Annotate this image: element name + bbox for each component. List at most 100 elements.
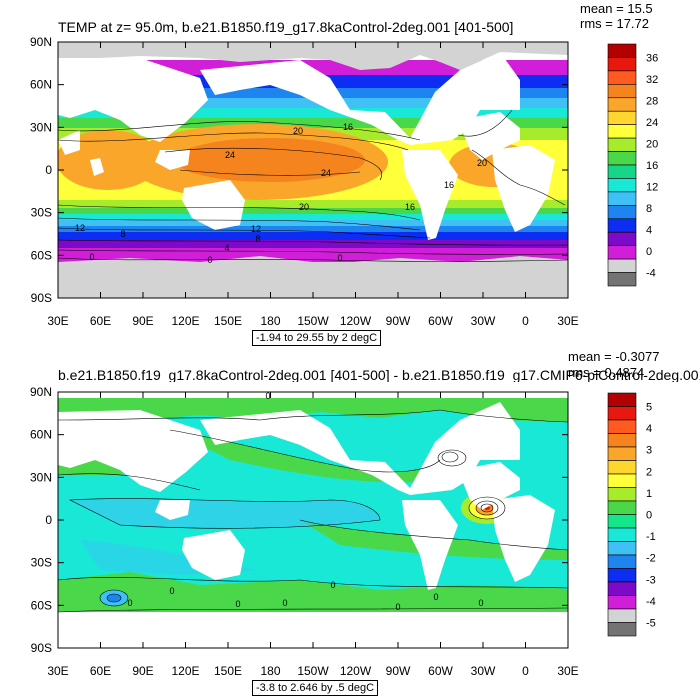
colorbar-label: -3 bbox=[646, 574, 656, 586]
colorbar-swatch bbox=[607, 608, 637, 623]
contour-label: 0 bbox=[282, 598, 287, 608]
panel-2-mean: mean = -0.3077 bbox=[568, 349, 660, 364]
lon-tick-label: 60W bbox=[428, 664, 453, 678]
difference-field: 0 0 0 0 0 0 0 0 0 bbox=[58, 391, 568, 648]
lon-tick-label: 150E bbox=[214, 314, 242, 328]
colorbar-swatch bbox=[607, 433, 637, 448]
axes-1: 90N 60N 30N 0 30S 60S 90S 30E 60E 90E 120E 150E 180 1… bbox=[30, 35, 579, 328]
colorbar-label: 2 bbox=[646, 466, 652, 478]
colorbar-label: 28 bbox=[646, 95, 658, 107]
panel-2-title: b.e21.B1850.f19_g17.8kaControl-2deg.001 … bbox=[58, 368, 700, 382]
lon-tick-label: 30E bbox=[47, 314, 68, 328]
contour-label: 0 bbox=[169, 586, 174, 596]
lat-tick-label: 30S bbox=[31, 556, 52, 570]
lat-tick-label: 90N bbox=[30, 385, 52, 399]
colorbar-swatch bbox=[607, 487, 637, 502]
lon-tick-label: 90E bbox=[132, 664, 153, 678]
axes-2: 90N 60N 30N 0 30S 60S 90S 30E 60E 90E 120E 150E 180 1… bbox=[30, 385, 579, 678]
contour-label: 0 bbox=[89, 252, 94, 262]
lon-tick-label: 120W bbox=[340, 664, 372, 678]
contour-label: 0 bbox=[235, 599, 240, 609]
panel-1-title: TEMP at z= 95.0m, b.e21.B1850.f19_g17.8k… bbox=[58, 19, 514, 35]
contour-labels-2: 0 0 0 0 0 0 0 0 0 bbox=[127, 391, 483, 612]
lon-tick-label: 120E bbox=[171, 664, 199, 678]
lon-tick-label: 180 bbox=[260, 664, 280, 678]
contour-labels-1: 20 16 24 24 20 16 12 8 12 8 4 0 0 0 20 1… bbox=[75, 122, 487, 265]
contour-label: 24 bbox=[225, 150, 235, 160]
lat-tick-label: 30S bbox=[31, 206, 52, 220]
contour-label: 0 bbox=[433, 592, 438, 602]
lon-tick-label: 150W bbox=[297, 314, 329, 328]
panel-temperature: 20 16 24 24 20 16 12 8 12 8 4 0 0 0 20 1… bbox=[30, 35, 658, 328]
lon-tick-label: 180 bbox=[260, 314, 280, 328]
lat-tick-label: 90S bbox=[31, 641, 52, 655]
colorbar-swatch bbox=[607, 272, 637, 287]
colorbar-swatch bbox=[607, 84, 637, 99]
colorbar-swatch bbox=[607, 595, 637, 610]
colorbar-swatch bbox=[607, 231, 637, 246]
colorbar-swatch bbox=[607, 446, 637, 461]
lat-tick-label: 60S bbox=[31, 598, 52, 612]
temperature-field: 20 16 24 24 20 16 12 8 12 8 4 0 0 0 20 1… bbox=[58, 42, 568, 298]
lon-tick-label: 90W bbox=[386, 664, 411, 678]
panel-difference: 0 0 0 0 0 0 0 0 0 90N 60N 30N 0 30S 60S 90S 30E… bbox=[30, 385, 656, 678]
lon-tick-label: 30E bbox=[557, 314, 578, 328]
contour-label: 0 bbox=[330, 580, 335, 590]
contour-lines bbox=[58, 409, 568, 613]
colorbar-label: 4 bbox=[646, 423, 652, 435]
colorbar-swatch bbox=[607, 245, 637, 260]
colorbar-swatch bbox=[607, 392, 637, 407]
colorbar-2: 5 4 3 2 1 0 -1 -2 -3 -4 -5 bbox=[607, 392, 656, 637]
colorbar-swatch bbox=[607, 43, 637, 58]
contour-label: 0 bbox=[127, 598, 132, 608]
colorbar-swatch bbox=[607, 419, 637, 434]
contour-label: 20 bbox=[299, 202, 309, 212]
colorbar-label: 0 bbox=[646, 510, 652, 522]
colorbar-label: 4 bbox=[646, 225, 652, 237]
contour-label: 0 bbox=[337, 253, 342, 263]
contour-label: 8 bbox=[255, 234, 260, 244]
lon-tick-label: 90W bbox=[386, 314, 411, 328]
lat-tick-label: 0 bbox=[45, 163, 52, 177]
lon-tick-label: 150W bbox=[297, 664, 329, 678]
colorbar-swatch bbox=[607, 541, 637, 556]
lon-tick-label: 60W bbox=[428, 314, 453, 328]
lat-tick-label: 60S bbox=[31, 248, 52, 262]
contour-label: 0 bbox=[395, 602, 400, 612]
lat-tick-label: 60N bbox=[30, 428, 52, 442]
contour-label: 16 bbox=[343, 122, 353, 132]
panel-1-rms: rms = 17.72 bbox=[580, 16, 650, 31]
colorbar-label: 20 bbox=[646, 138, 658, 150]
colorbar-label: -4 bbox=[646, 596, 656, 608]
lon-tick-label: 60E bbox=[90, 314, 111, 328]
colorbar-swatch bbox=[607, 554, 637, 569]
colorbar-swatch bbox=[607, 124, 637, 139]
colorbar-1: 36 32 28 24 20 16 12 8 4 0 -4 bbox=[607, 43, 658, 287]
colorbar-swatch bbox=[607, 514, 637, 529]
contour-label: 24 bbox=[321, 168, 331, 178]
lat-tick-label: 90S bbox=[31, 291, 52, 305]
colorbar-label: -2 bbox=[646, 553, 656, 565]
colorbar-swatch bbox=[607, 178, 637, 193]
lon-tick-label: 120E bbox=[171, 314, 199, 328]
colorbar-swatch bbox=[607, 473, 637, 488]
colorbar-label: -5 bbox=[646, 618, 656, 630]
lon-tick-label: 30E bbox=[47, 664, 68, 678]
colorbar-label: 8 bbox=[646, 203, 652, 215]
colorbar-label: -1 bbox=[646, 531, 656, 543]
lon-tick-label: 30E bbox=[557, 664, 578, 678]
colorbar-swatch bbox=[607, 581, 637, 596]
colorbar-swatch bbox=[607, 218, 637, 233]
contour-label: 16 bbox=[405, 202, 415, 212]
colorbar-label: 3 bbox=[646, 445, 652, 457]
contour-label: 20 bbox=[477, 158, 487, 168]
contour-label: 12 bbox=[75, 223, 85, 233]
colorbar-swatch bbox=[607, 527, 637, 542]
contour-label: 0 bbox=[265, 391, 270, 401]
contour-lines bbox=[58, 109, 568, 262]
colorbar-swatch bbox=[607, 500, 637, 515]
panel-1-mean: mean = 15.5 bbox=[580, 1, 653, 16]
colorbar-swatch bbox=[607, 258, 637, 273]
lat-tick-label: 0 bbox=[45, 513, 52, 527]
